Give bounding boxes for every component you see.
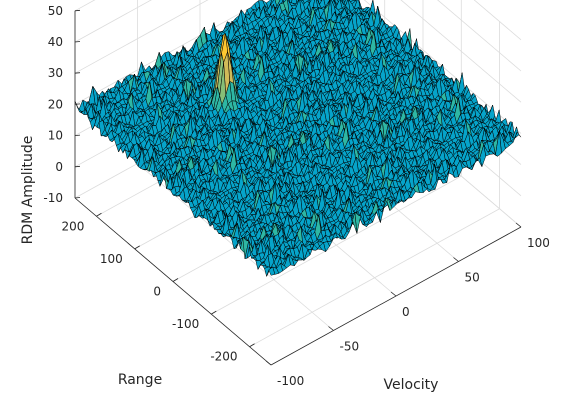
floor-gridline xyxy=(211,175,462,315)
wall-gridline xyxy=(473,0,522,41)
surface-mesh xyxy=(74,0,522,278)
wall-gridline xyxy=(437,0,522,72)
floor-gridline xyxy=(249,208,500,348)
wall-gridline xyxy=(74,0,152,43)
